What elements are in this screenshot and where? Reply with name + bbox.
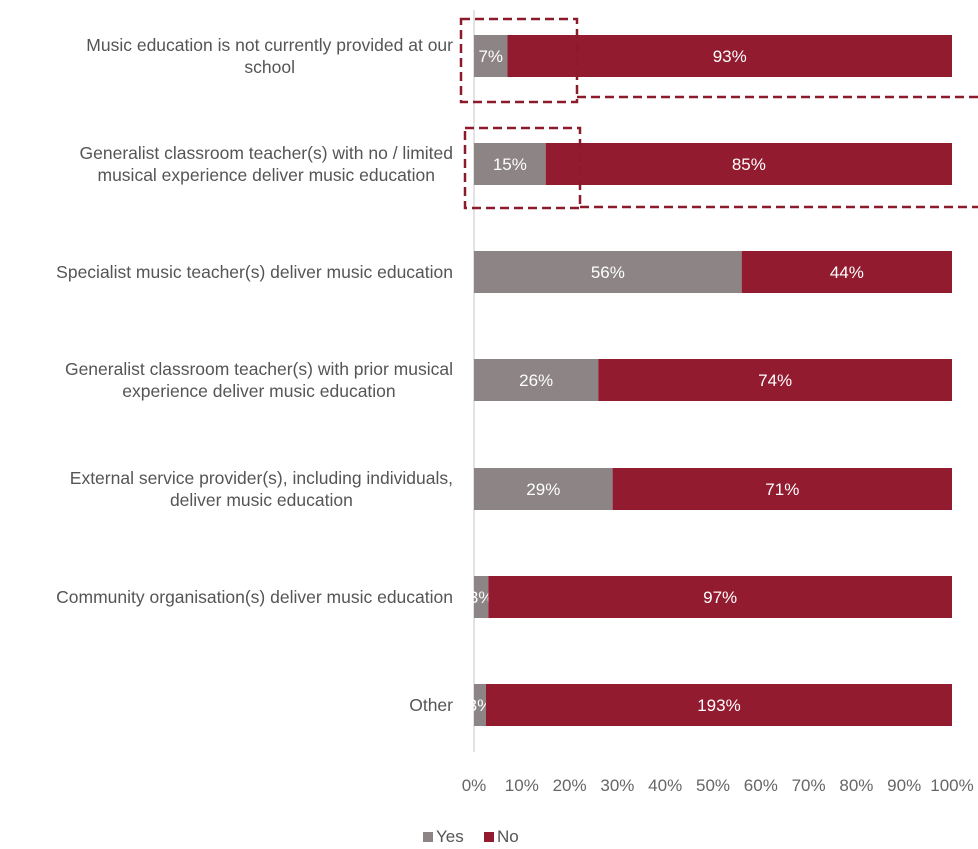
- category-labels: Music education is not currently provide…: [56, 35, 453, 715]
- data-label-no-6: 193%: [697, 696, 740, 715]
- bar-yes-4: [474, 468, 613, 510]
- data-label-no-1: 85%: [732, 155, 766, 174]
- category-label-0-line-1: school: [244, 57, 295, 77]
- legend: Yes No: [423, 827, 519, 846]
- category-label-4-line-0: External service provider(s), including …: [70, 468, 453, 488]
- category-label-5-line-0: Community organisation(s) deliver music …: [56, 587, 453, 607]
- bar-no-1: [545, 143, 952, 185]
- highlight-box-1: [463, 126, 582, 210]
- bar-no-4: [612, 468, 952, 510]
- bar-yes-6: [474, 684, 486, 726]
- highlight-box-0: [459, 17, 579, 104]
- data-label-no-2: 44%: [830, 263, 864, 282]
- data-label-yes-1: 15%: [493, 155, 527, 174]
- x-tick-label-8: 80%: [839, 776, 873, 795]
- data-label-yes-3: 26%: [519, 371, 553, 390]
- bar-no-0: [507, 35, 952, 77]
- x-tick-label-10: 100%: [930, 776, 973, 795]
- data-label-no-3: 74%: [758, 371, 792, 390]
- legend-label-yes: Yes: [436, 827, 464, 846]
- legend-swatch-yes: [423, 832, 433, 842]
- category-label-1-line-1: musical experience deliver music educati…: [98, 165, 436, 185]
- x-tick-label-9: 90%: [887, 776, 921, 795]
- bar-no-6: [485, 684, 952, 726]
- x-tick-label-4: 40%: [648, 776, 682, 795]
- bar-yes-1: [474, 143, 546, 185]
- x-tick-label-5: 50%: [696, 776, 730, 795]
- legend-label-no: No: [497, 827, 519, 846]
- data-label-no-0: 93%: [713, 47, 747, 66]
- x-tick-label-0: 0%: [462, 776, 487, 795]
- data-label-yes-4: 29%: [526, 480, 560, 499]
- x-tick-label-3: 30%: [600, 776, 634, 795]
- category-label-2-line-0: Specialist music teacher(s) deliver musi…: [56, 262, 453, 282]
- category-label-4-line-1: deliver music education: [170, 490, 353, 510]
- bar-no-2: [741, 251, 952, 293]
- bars-group: 7% 93%15% 85%56% 44%26% 74%29% 71%3% 97%3% 193%: [468, 35, 952, 726]
- category-label-3-line-1: experience deliver music education: [122, 381, 395, 401]
- category-label-6-line-0: Other: [409, 695, 453, 715]
- data-label-yes-0: 7%: [478, 47, 503, 66]
- bar-no-3: [598, 359, 952, 401]
- data-label-no-4: 71%: [765, 480, 799, 499]
- data-label-yes-5: 3%: [469, 588, 494, 607]
- category-label-0-line-0: Music education is not currently provide…: [86, 35, 453, 55]
- data-label-yes-2: 56%: [591, 263, 625, 282]
- data-label-no-5: 97%: [703, 588, 737, 607]
- category-label-1-line-0: Generalist classroom teacher(s) with no …: [80, 143, 453, 163]
- x-axis-ticks: 0% 10% 20% 30% 40% 50% 60% 70% 80% 90% 100%: [462, 776, 974, 795]
- category-label-3-line-0: Generalist classroom teacher(s) with pri…: [65, 359, 453, 379]
- bar-yes-2: [474, 251, 742, 293]
- x-tick-label-7: 70%: [792, 776, 826, 795]
- highlight-annotations: [459, 17, 978, 210]
- bar-yes-0: [474, 35, 508, 77]
- bar-no-5: [488, 576, 952, 618]
- legend-swatch-no: [484, 832, 494, 842]
- bar-yes-3: [474, 359, 599, 401]
- x-tick-label-2: 20%: [553, 776, 587, 795]
- x-tick-label-6: 60%: [744, 776, 778, 795]
- x-tick-label-1: 10%: [505, 776, 539, 795]
- bar-yes-5: [474, 576, 489, 618]
